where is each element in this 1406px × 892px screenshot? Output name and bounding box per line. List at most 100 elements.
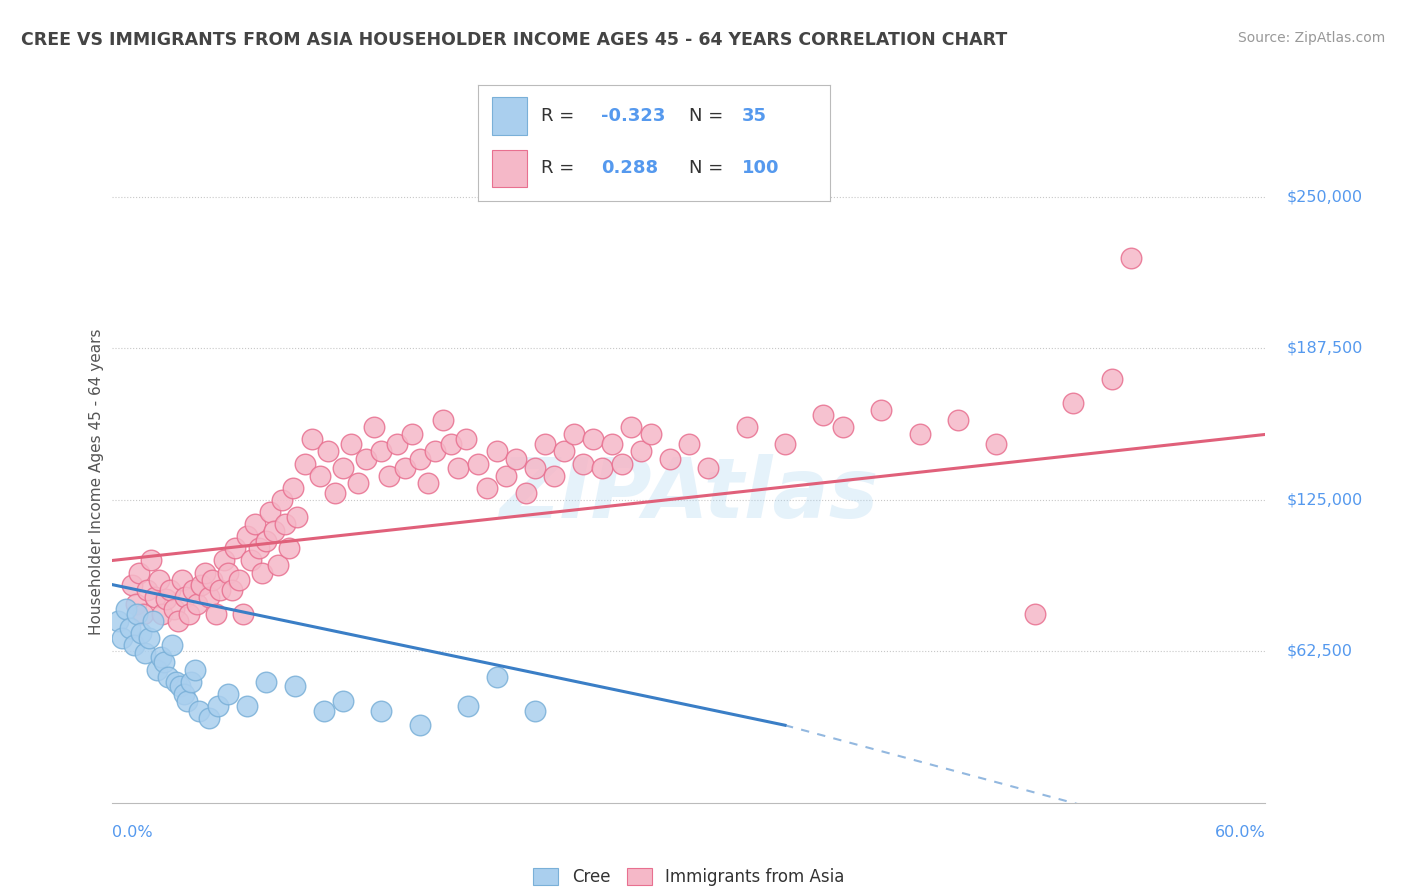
Point [187,704,211,718]
Point [543,468,565,483]
Point [370,704,392,718]
Point [217,566,239,580]
Point [142,614,165,628]
Point [986,437,1008,451]
Point [263,524,285,539]
Point [562,427,585,442]
Point [207,698,229,713]
Point [591,461,613,475]
Point [236,529,259,543]
Point [678,437,700,451]
Point [169,680,191,694]
Point [281,481,304,495]
Point [294,457,316,471]
Point [630,444,652,458]
Point [152,607,174,621]
Point [134,646,156,660]
Point [149,650,172,665]
Point [285,509,308,524]
Point [270,492,292,507]
Point [107,614,129,628]
Text: ZIPAtlas: ZIPAtlas [499,454,879,535]
Point [1119,251,1142,265]
Point [166,614,188,628]
Point [620,420,643,434]
Point [181,582,204,597]
Point [447,461,470,475]
Point [524,704,547,718]
Point [475,481,498,495]
Point [197,590,219,604]
Point [572,457,595,471]
Text: R =: R = [541,160,575,178]
Text: CREE VS IMMIGRANTS FROM ASIA HOUSEHOLDER INCOME AGES 45 - 64 YEARS CORRELATION C: CREE VS IMMIGRANTS FROM ASIA HOUSEHOLDER… [21,31,1007,49]
Point [610,457,633,471]
Point [236,698,259,713]
Point [129,626,153,640]
Point [115,602,138,616]
Point [697,461,720,475]
Point [284,680,307,694]
Text: $187,500: $187,500 [1286,341,1362,356]
Point [159,582,181,597]
Legend: Cree, Immigrants from Asia: Cree, Immigrants from Asia [524,859,853,892]
Point [457,698,479,713]
Point [127,607,149,621]
Point [1024,607,1046,621]
Point [232,607,254,621]
Bar [492,150,527,186]
Y-axis label: Householder Income Ages 45 - 64 years: Householder Income Ages 45 - 64 years [89,328,104,635]
Point [301,432,323,446]
Point [194,566,217,580]
Point [440,437,463,451]
Point [495,468,517,483]
Text: -0.323: -0.323 [602,107,665,125]
Text: $62,500: $62,500 [1286,644,1353,659]
Point [139,553,162,567]
Point [124,597,146,611]
Text: R =: R = [541,107,575,125]
Point [370,444,392,458]
Point [138,631,160,645]
Point [122,638,145,652]
Point [409,451,432,466]
Point [121,577,143,591]
Point [259,505,281,519]
Point [165,674,187,689]
Point [332,694,354,708]
Point [831,420,853,434]
Point [205,607,228,621]
Text: 100: 100 [742,160,779,178]
Point [243,517,266,532]
Point [640,427,662,442]
Point [179,607,201,621]
Point [485,444,508,458]
Text: N =: N = [689,160,723,178]
Point [163,602,186,616]
Point [118,621,141,635]
Point [432,413,454,427]
Point [312,704,335,718]
Point [239,553,262,567]
Point [153,655,176,669]
Point [209,582,232,597]
Point [582,432,605,446]
Text: N =: N = [689,107,723,125]
Point [505,451,527,466]
Point [267,558,290,573]
Point [467,457,489,471]
Point [128,566,150,580]
Point [173,687,195,701]
Bar [492,97,527,135]
Point [600,437,623,451]
Point [170,573,193,587]
Point [1062,396,1084,410]
Point [176,694,198,708]
Text: $125,000: $125,000 [1286,492,1362,508]
Point [363,420,385,434]
Text: 0.0%: 0.0% [112,825,153,840]
Point [252,566,274,580]
Point [132,607,155,621]
Point [274,517,297,532]
Point [221,582,243,597]
